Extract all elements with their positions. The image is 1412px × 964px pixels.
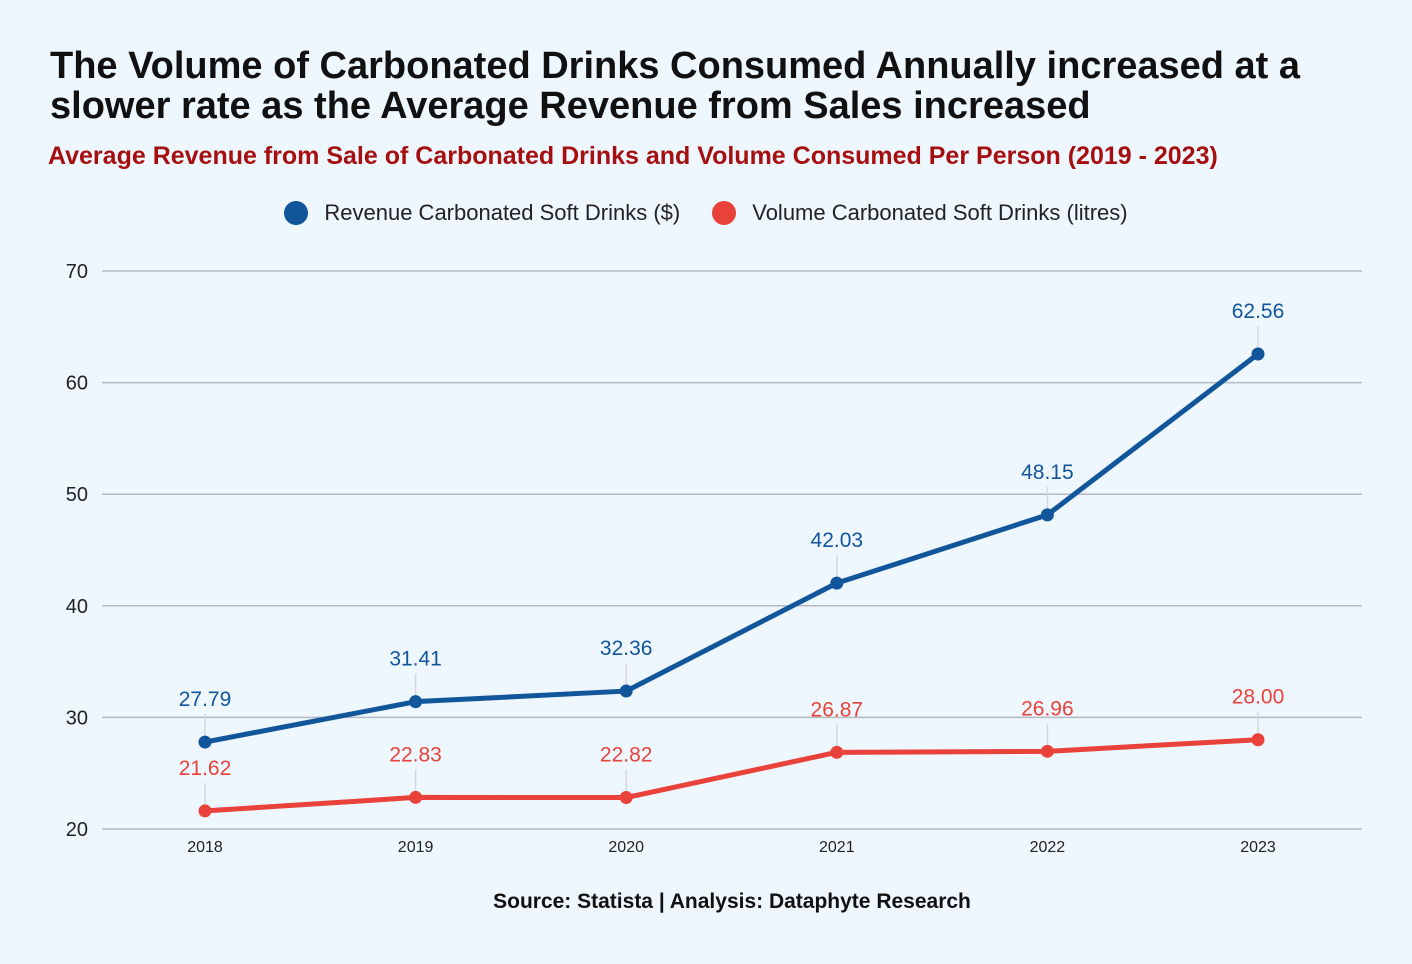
y-tick-label: 70 [66, 261, 88, 283]
data-point [830, 576, 844, 590]
y-tick-label: 20 [66, 819, 88, 841]
x-tick-label: 2019 [398, 839, 434, 856]
data-label: 42.03 [811, 529, 864, 552]
data-point [198, 735, 212, 749]
data-label: 62.56 [1232, 300, 1285, 323]
legend-label: Revenue Carbonated Soft Drinks ($) [324, 200, 681, 225]
x-tick-label: 2021 [819, 839, 855, 856]
data-point [1251, 733, 1265, 747]
data-label: 21.62 [179, 757, 232, 780]
x-tick-label: 2018 [187, 839, 223, 856]
data-label: 26.87 [811, 698, 864, 721]
data-label: 31.41 [389, 648, 442, 671]
x-tick-label: 2022 [1030, 839, 1066, 856]
data-label: 22.83 [389, 743, 442, 766]
chart-title: The Volume of Carbonated Drinks Consumed… [50, 45, 1301, 127]
data-point [1040, 508, 1054, 522]
chart-subtitle: Average Revenue from Sale of Carbonated … [48, 142, 1218, 170]
data-label: 28.00 [1232, 686, 1285, 709]
data-point [409, 695, 423, 709]
y-tick-label: 50 [66, 484, 88, 506]
legend-marker [712, 201, 737, 225]
legend-marker [284, 201, 309, 225]
data-point [198, 804, 212, 818]
y-tick-label: 60 [66, 373, 88, 395]
y-tick-label: 40 [66, 596, 88, 618]
data-point [409, 790, 423, 804]
data-label: 26.96 [1021, 697, 1074, 720]
data-label: 48.15 [1021, 461, 1074, 484]
data-label: 22.82 [600, 744, 653, 767]
data-point [1251, 347, 1265, 361]
data-label: 27.79 [179, 688, 232, 711]
x-tick-label: 2020 [608, 839, 644, 856]
data-point [1040, 744, 1054, 758]
legend-label: Volume Carbonated Soft Drinks (litres) [752, 200, 1128, 225]
source-note: Source: Statista | Analysis: Dataphyte R… [493, 890, 971, 913]
data-point [619, 791, 633, 805]
data-point [619, 684, 633, 698]
data-point [830, 745, 844, 759]
y-tick-label: 30 [66, 707, 88, 729]
series-line-0 [204, 352, 1260, 745]
data-label: 32.36 [600, 637, 653, 660]
series-line-1 [204, 737, 1259, 814]
legend-item-revenue[interactable]: Revenue Carbonated Soft Drinks ($) [284, 200, 680, 226]
x-tick-label: 2023 [1240, 839, 1276, 856]
legend-item-volume[interactable]: Volume Carbonated Soft Drinks (litres) [712, 200, 1128, 226]
legend: Revenue Carbonated Soft Drinks ($) Volum… [0, 200, 1412, 226]
